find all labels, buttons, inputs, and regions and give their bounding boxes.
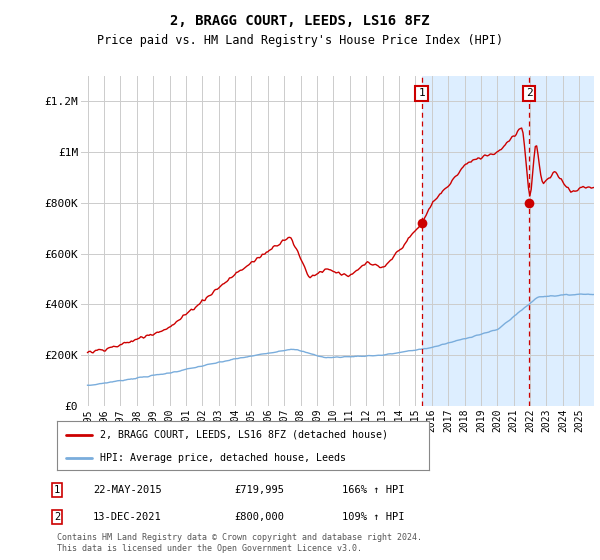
Text: Price paid vs. HM Land Registry's House Price Index (HPI): Price paid vs. HM Land Registry's House … — [97, 34, 503, 46]
Text: 2, BRAGG COURT, LEEDS, LS16 8FZ: 2, BRAGG COURT, LEEDS, LS16 8FZ — [170, 14, 430, 28]
Text: £719,995: £719,995 — [234, 485, 284, 495]
Text: HPI: Average price, detached house, Leeds: HPI: Average price, detached house, Leed… — [100, 453, 346, 463]
Text: 166% ↑ HPI: 166% ↑ HPI — [342, 485, 404, 495]
Text: 109% ↑ HPI: 109% ↑ HPI — [342, 512, 404, 522]
Text: 2: 2 — [54, 512, 60, 522]
Text: Contains HM Land Registry data © Crown copyright and database right 2024.
This d: Contains HM Land Registry data © Crown c… — [57, 533, 422, 553]
Text: £800,000: £800,000 — [234, 512, 284, 522]
Text: 1: 1 — [54, 485, 60, 495]
Text: 1: 1 — [418, 88, 425, 99]
Text: 13-DEC-2021: 13-DEC-2021 — [93, 512, 162, 522]
Bar — [422, 76, 600, 406]
Text: 22-MAY-2015: 22-MAY-2015 — [93, 485, 162, 495]
Text: 2: 2 — [526, 88, 533, 99]
Text: 2, BRAGG COURT, LEEDS, LS16 8FZ (detached house): 2, BRAGG COURT, LEEDS, LS16 8FZ (detache… — [100, 430, 388, 440]
